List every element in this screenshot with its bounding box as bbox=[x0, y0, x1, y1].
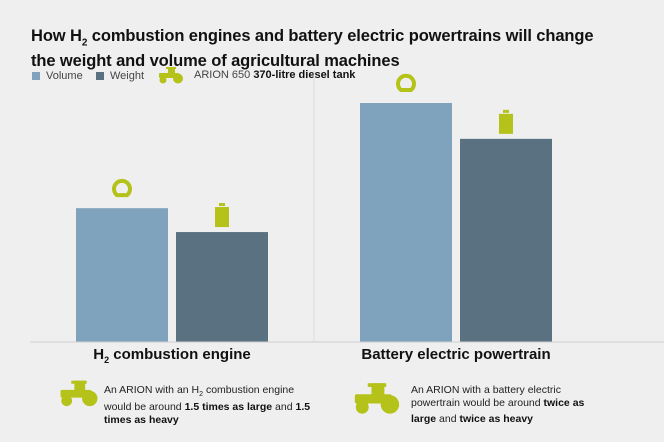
bar-weight-1 bbox=[460, 138, 552, 342]
tractor-icon bbox=[354, 383, 400, 414]
weight-icon bbox=[499, 109, 513, 134]
legend-weight: Weight bbox=[96, 70, 144, 82]
volume-swatch bbox=[32, 72, 40, 80]
legend-label: Volume bbox=[46, 70, 83, 82]
reference-detail: 370-litre diesel tank bbox=[253, 69, 356, 81]
legend-label: Weight bbox=[110, 70, 145, 82]
volume-ring-icon bbox=[396, 73, 416, 92]
title-subscript: 2 bbox=[81, 37, 88, 49]
note-battery: An ARION with a battery electric powertr… bbox=[411, 384, 585, 426]
category-label-h2: H2 combustion engine bbox=[93, 346, 251, 365]
tractor-icon bbox=[60, 380, 98, 407]
title-text: combustion engines and battery electric … bbox=[87, 27, 594, 45]
reference-model: ARION 650 bbox=[194, 69, 251, 81]
title-line2: the weight and volume of agricultural ma… bbox=[31, 52, 400, 71]
volume-ring-icon bbox=[112, 178, 132, 198]
chart-title: How H2 combustion engines and battery el… bbox=[31, 27, 594, 71]
bar-weight-0 bbox=[176, 232, 268, 342]
weight-swatch bbox=[96, 72, 104, 80]
note-h2: An ARION with an H2 combustion engine wo… bbox=[104, 384, 311, 427]
weight-icon bbox=[215, 203, 229, 228]
tractor-icon bbox=[159, 67, 183, 84]
legend-reference: ARION 650 370-litre diesel tank bbox=[158, 66, 355, 84]
legend-volume: Volume bbox=[32, 70, 83, 82]
title-text: How H bbox=[31, 27, 82, 45]
bar-volume-1 bbox=[360, 103, 452, 342]
bar-volume-0 bbox=[76, 208, 168, 342]
category-label-battery: Battery electric powertrain bbox=[361, 346, 551, 363]
